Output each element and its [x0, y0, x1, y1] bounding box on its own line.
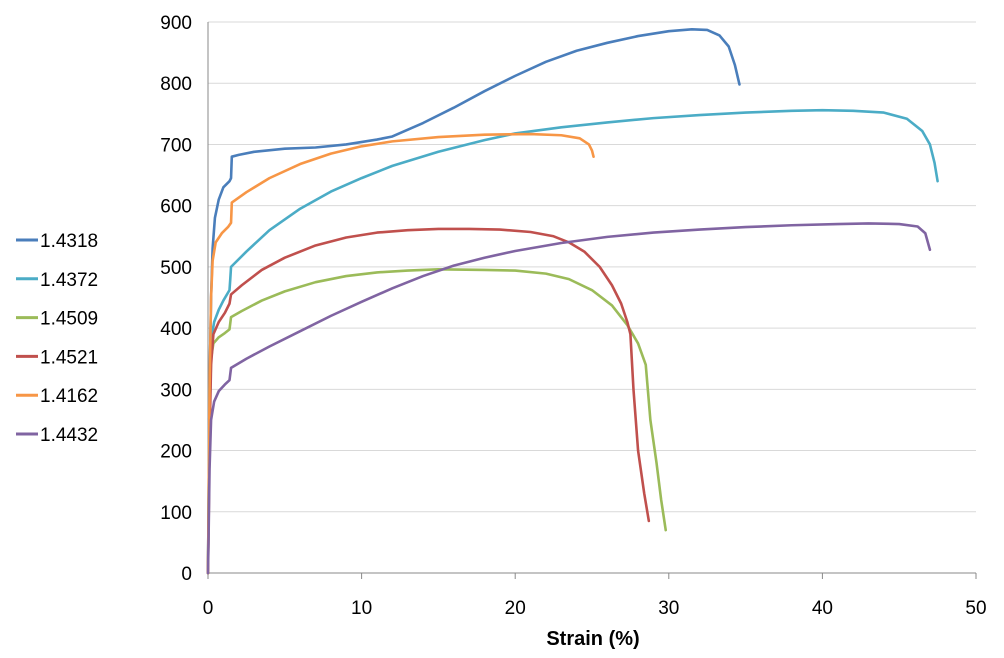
x-tick-label: 10: [351, 598, 372, 619]
y-tick-label: 900: [160, 13, 192, 34]
y-tick-label: 800: [160, 74, 192, 95]
x-tick-label: 30: [658, 598, 679, 619]
y-tick-label: 700: [160, 135, 192, 156]
gridlines: [208, 21, 976, 513]
series-line-1.4509: [206, 268, 668, 575]
axes: [207, 22, 977, 579]
x-tick-label: 20: [505, 598, 526, 619]
x-tick-label: 40: [812, 598, 833, 619]
x-axis-title: Strain (%): [546, 628, 639, 650]
y-tick-label: 400: [160, 319, 192, 340]
y-tick-label: 300: [160, 380, 192, 401]
legend-label: 1.4162: [40, 386, 98, 407]
x-tick-labels: 0 10 20 30 40 50: [203, 598, 987, 619]
y-tick-label: 0: [181, 564, 192, 585]
x-tick-label: 0: [203, 598, 214, 619]
y-tick-label: 100: [160, 503, 192, 524]
legend-label: 1.4318: [40, 231, 98, 252]
series-lines: [206, 28, 939, 575]
series-line-1.4432: [206, 222, 932, 575]
y-tick-labels: 0 100 200 300 400 500 600 700 800 900: [160, 13, 192, 585]
legend-label: 1.4372: [40, 270, 98, 291]
legend-label: 1.4432: [40, 425, 98, 446]
y-tick-label: 200: [160, 442, 192, 463]
y-tick-label: 500: [160, 258, 192, 279]
series-line-1.4521: [206, 227, 651, 575]
series-line-1.4162: [206, 132, 595, 575]
legend: 1.4318 1.4372 1.4509 1.4521 1.4162 1.4432: [16, 231, 98, 446]
x-tick-label: 50: [965, 598, 986, 619]
legend-label: 1.4509: [40, 309, 98, 330]
series-line-1.4318: [206, 28, 741, 575]
series-line-1.4372: [206, 108, 939, 575]
legend-label: 1.4521: [40, 347, 98, 368]
y-tick-label: 600: [160, 197, 192, 218]
